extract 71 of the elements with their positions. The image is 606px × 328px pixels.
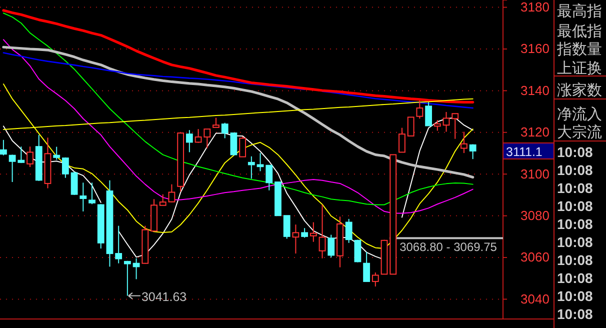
line-series — [2, 46, 474, 179]
candlestick — [398, 127, 406, 153]
candlestick — [354, 239, 362, 263]
candlestick — [159, 194, 166, 206]
text: 10:08 — [557, 198, 594, 214]
candlestick — [442, 111, 450, 132]
candlestick — [266, 164, 273, 191]
candlestick — [256, 152, 264, 172]
candlestick — [62, 156, 69, 178]
text: 大宗流 — [557, 123, 602, 141]
candlestick — [186, 130, 193, 153]
candlestick — [204, 128, 211, 149]
candlestick — [115, 225, 122, 264]
candlestick — [452, 113, 459, 140]
line-series — [2, 39, 474, 214]
candlestick — [26, 146, 34, 168]
y-tick-label: 3100 — [520, 166, 550, 182]
candlestick — [88, 182, 96, 205]
text: 10:08 — [557, 162, 594, 178]
annotation: 3041.63 — [141, 290, 187, 304]
text: 10:08 — [557, 234, 594, 250]
candlestick — [194, 128, 202, 144]
candlestick — [0, 139, 7, 156]
candlestick — [221, 122, 228, 139]
text: 10:08 — [557, 216, 594, 232]
candlestick — [168, 184, 176, 203]
candlestick — [70, 171, 78, 196]
candlestick — [283, 215, 290, 240]
text: 最低指 — [557, 22, 602, 40]
text: 10:08 — [557, 270, 594, 286]
text: 10:08 — [557, 144, 594, 160]
candlestick — [345, 218, 352, 244]
candlestick — [310, 222, 317, 242]
band-label: 3068.80 - 3069.75 — [400, 240, 498, 254]
text: 涨家数 — [557, 81, 602, 99]
y-tick-label: 3120 — [520, 124, 550, 140]
candlestick — [132, 258, 140, 280]
text: 上证换 — [557, 59, 602, 77]
candlestick — [80, 182, 87, 212]
text: 10:08 — [557, 252, 594, 268]
candlestick — [230, 132, 238, 156]
candlestick — [318, 204, 326, 259]
line-series — [2, 12, 474, 206]
candlestick — [434, 120, 441, 132]
candlestick — [248, 156, 255, 180]
text: 最高指 — [557, 2, 602, 20]
candlestick — [301, 228, 308, 238]
text: 指数量 — [556, 40, 602, 58]
y-tick-label: 3040 — [520, 291, 550, 306]
candlestick — [124, 260, 131, 296]
candlestick — [469, 144, 476, 160]
text: 10:08 — [557, 288, 594, 304]
candlestick — [363, 251, 370, 282]
text: 10:08 — [557, 306, 594, 322]
line-series — [2, 9, 474, 104]
y-tick-label: 3060 — [520, 250, 550, 265]
candlestick — [372, 272, 379, 287]
y-tick-label: 3080 — [520, 208, 550, 223]
candlestick — [328, 234, 335, 258]
candlestick — [53, 146, 60, 160]
y-tick-label: 3140 — [520, 82, 550, 98]
text: 10:08 — [557, 180, 594, 196]
candlestick — [212, 117, 220, 128]
candlestick — [460, 131, 468, 154]
candlestick — [239, 136, 246, 158]
text: 3111.1 — [506, 144, 542, 159]
candlestick — [292, 224, 300, 254]
candlestick — [425, 102, 432, 126]
text: 净流入 — [557, 105, 602, 123]
y-tick-label: 3180 — [520, 0, 550, 14]
y-tick-label: 3160 — [520, 41, 550, 56]
